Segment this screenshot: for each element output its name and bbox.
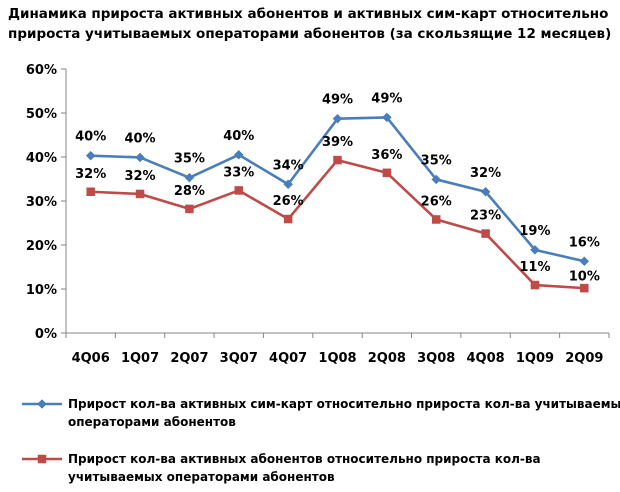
data-label: 35% [174,152,205,167]
data-label: 35% [421,153,452,168]
x-tick-label: 1Q07 [121,351,159,366]
data-point [530,244,540,255]
legend-label: Прирост кол-ва активных абонентов относи… [68,452,541,466]
data-point [233,149,244,160]
y-tick-label: 60% [26,63,57,78]
legend-item: Прирост кол-ва активных абонентов относи… [22,452,541,484]
data-point [431,215,441,224]
data-label: 32% [75,167,106,182]
data-point [185,204,194,214]
data-label: 11% [519,260,550,275]
data-label: 40% [223,129,254,144]
y-tick-label: 10% [26,283,57,298]
data-label: 36% [371,148,402,163]
x-tick-label: 3Q08 [417,351,455,366]
data-point [480,186,491,197]
data-label: 23% [470,209,501,224]
x-tick-label: 4Q08 [466,351,504,366]
series-1 [85,112,590,267]
x-tick-label: 1Q09 [516,351,554,366]
x-tick-label: 2Q07 [170,351,208,366]
data-point [234,186,244,195]
chart-legend: Прирост кол-ва активных сим-карт относит… [22,397,620,484]
legend-square-marker [37,454,47,464]
y-tick-label: 30% [26,195,57,210]
data-label: 49% [371,91,402,106]
data-label: 32% [124,169,155,184]
data-label: 40% [124,131,155,146]
chart-axes: 0% 10% 20% 30% 40% 50% 60% 4Q06 1Q07 2Q07 3Q07 4Q07… [26,63,610,366]
data-point [431,174,442,185]
data-label: 34% [273,158,304,173]
y-tick-label: 20% [26,239,57,254]
data-point [481,229,490,238]
data-label: 16% [569,235,600,250]
data-point [135,189,145,199]
data-label: 40% [75,130,106,145]
data-point [333,155,342,165]
chart-title: Динамика прироста активных абонентов и а… [8,6,611,42]
y-tick-label: 50% [26,107,57,122]
x-tick-label: 4Q06 [72,351,110,366]
data-point [382,112,392,123]
y-tick-label: 0% [35,327,57,342]
data-point [283,214,293,224]
data-point [332,113,343,124]
data-label: 49% [322,93,353,108]
legend-label: операторами абонентов [68,415,236,429]
data-point [86,187,95,197]
data-point [382,168,392,178]
x-tick-label: 3Q07 [220,351,258,366]
data-point [184,172,195,183]
data-label: 26% [421,194,452,209]
legend-diamond-marker [37,399,47,409]
data-label: 33% [223,165,254,180]
data-label: 28% [174,184,205,199]
data-label: 32% [470,166,501,181]
legend-label: учитываемых операторами абонентов [68,470,335,484]
x-tick-label: 2Q09 [565,351,603,366]
data-point [85,150,96,161]
data-point [135,152,145,163]
chart-title-line: прироста учитываемых операторами абонент… [8,26,611,42]
x-tick-label: 4Q07 [269,351,307,366]
legend-item: Прирост кол-ва активных сим-карт относит… [22,397,620,429]
series-2 [86,155,589,293]
x-tick-label: 2Q08 [368,351,406,366]
series-line [90,158,585,290]
data-label: 19% [519,224,550,239]
data-point [530,280,540,290]
data-point [580,283,589,293]
y-tick-label: 40% [26,151,57,166]
data-point [283,179,293,190]
data-point [579,256,590,267]
chart-title-line: Динамика прироста активных абонентов и а… [8,6,608,22]
legend-label: Прирост кол-ва активных сим-карт относит… [68,397,620,411]
x-tick-label: 1Q08 [318,351,356,366]
data-label: 39% [322,135,353,150]
data-labels: 40% 40% 35% 40% 34% 49% 49% 35% 32% 19% 16% 32% 32% 2… [75,91,600,284]
data-label: 10% [569,269,600,284]
chart-series [85,112,590,293]
data-label: 26% [273,194,304,209]
